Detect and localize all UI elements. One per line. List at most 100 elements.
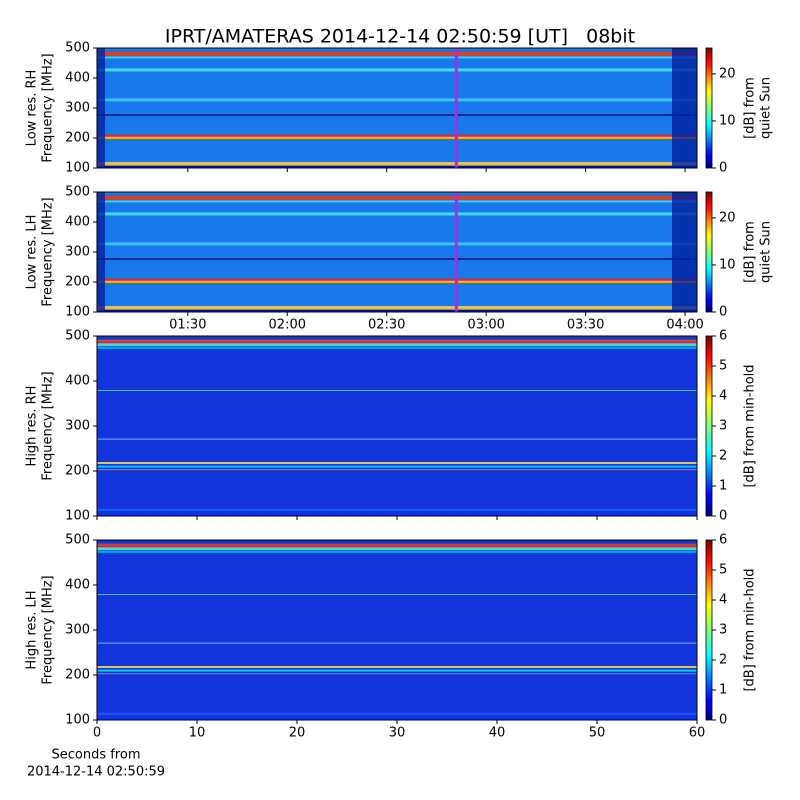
spectrogram-edge [97,48,105,168]
y-tick-label: 400 [65,578,90,593]
colorbar-tick-label: 3 [719,419,727,434]
colorbar-tick-label: 0 [719,509,727,524]
colorbar-tick-label: 3 [719,623,727,638]
spectrogram-band [97,543,697,547]
colorbar-label: quiet Sun [759,77,774,139]
y-axis-label: Frequency [MHz] [41,53,56,162]
spectrogram-edge [97,192,105,312]
x-axis-label: Seconds from [51,748,140,763]
colorbar-label: [dB] from [743,221,758,283]
colorbar [705,191,713,313]
colorbar-tick-label: 20 [719,210,736,225]
spectrogram-band [97,212,697,216]
colorbar-label: quiet Sun [759,221,774,283]
spectrogram-band [97,712,697,715]
y-tick-label: 500 [65,41,90,56]
y-tick-label: 300 [65,245,90,260]
spectrogram-edge [672,48,697,168]
x-tick-label: 04:00 [666,318,703,333]
y-tick-label: 500 [65,329,90,344]
x-tick-label: 10 [189,726,206,741]
y-tick-label: 100 [65,161,90,176]
x-axis-label: 2014-12-14 02:50:59 [27,765,165,780]
x-tick-label: 30 [389,726,406,741]
x-tick-label: 50 [589,726,606,741]
spectrogram-band [97,462,697,464]
spectrogram-band [97,56,697,59]
y-axis-label: Frequency [MHz] [41,371,56,480]
y-axis-label: High res. RH [25,386,40,467]
spectrogram-band [97,642,697,644]
spectrogram-edge [672,192,697,312]
spectrogram-band [97,438,697,440]
x-tick-label: 02:30 [368,318,405,333]
y-axis-label: Low res. LH [25,215,40,290]
y-tick-label: 400 [65,215,90,230]
spectrogram-band [97,195,697,200]
spectrogram-band [97,309,697,312]
y-axis-label: Frequency [MHz] [41,575,56,684]
spectrogram-band [97,200,697,203]
spectrogram-band [97,339,697,343]
x-tick-label: 60 [689,726,706,741]
spectrogram-band [97,68,697,72]
y-tick-label: 500 [65,185,90,200]
y-tick-label: 300 [65,623,90,638]
colorbar-tick-label: 6 [719,533,727,548]
spectrogram-band [97,134,697,139]
colorbar-tick-label: 10 [719,113,736,128]
colorbar-tick-label: 0 [719,161,727,176]
spectrogram-band [97,390,697,391]
colorbar [705,539,713,721]
colorbar-tick-label: 2 [719,449,727,464]
x-tick-label: 02:00 [269,318,306,333]
colorbar-tick-label: 1 [719,479,727,494]
colorbar-tick-label: 5 [719,563,727,578]
x-tick-label: 0 [93,726,101,741]
chart-title: IPRT/AMATERAS 2014-12-14 02:50:59 [UT] 0… [165,26,635,48]
x-tick-label: 03:00 [467,318,504,333]
colorbar-label: [dB] from min-hold [743,364,758,487]
y-tick-label: 400 [65,374,90,389]
x-tick-label: 03:30 [567,318,604,333]
spectrogram-band [97,666,697,668]
y-tick-label: 500 [65,533,90,548]
y-tick-label: 200 [65,464,90,479]
y-tick-label: 100 [65,509,90,524]
spectrogram-band [97,669,697,672]
spectrogram-band [97,594,697,595]
x-tick-label: 20 [289,726,306,741]
colorbar-tick-label: 10 [719,257,736,272]
y-tick-label: 100 [65,305,90,320]
spectrogram-band [97,508,697,511]
x-tick-label: 01:30 [169,318,206,333]
colorbar-tick-label: 4 [719,593,727,608]
spectrogram-band [97,673,697,675]
y-tick-label: 200 [65,668,90,683]
spectrogram-band [97,114,697,116]
spectrogram-band [97,136,697,139]
y-axis-label: Frequency [MHz] [41,197,56,306]
colorbar-label: [dB] from [743,77,758,139]
spectrogram-band [97,346,697,349]
colorbar-tick-label: 0 [719,713,727,728]
colorbar-tick-label: 5 [719,359,727,374]
spectrogram-band [97,165,697,168]
spectrogram-background [97,540,697,720]
y-tick-label: 200 [65,131,90,146]
spectrogram-band [97,51,697,56]
y-tick-label: 200 [65,275,90,290]
spectrogram-band [97,162,697,166]
y-axis-label: Low res. RH [25,70,40,147]
spectrogram-background [97,48,697,168]
colorbar-tick-label: 2 [719,653,727,668]
colorbar-tick-label: 4 [719,389,727,404]
y-tick-label: 300 [65,101,90,116]
spectrogram-band [97,469,697,471]
spectrogram-band [97,343,697,347]
spectrogram-band [97,98,697,102]
x-tick-label: 40 [489,726,506,741]
colorbar [705,47,713,169]
spectrogram-background [97,192,697,312]
